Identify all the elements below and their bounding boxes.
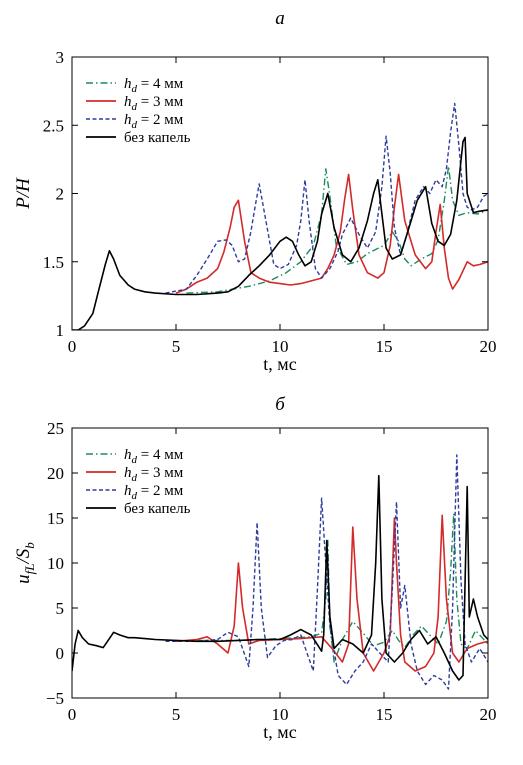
x-axis-label: t, мс xyxy=(263,722,296,742)
legend-rest: = 2 мм xyxy=(137,112,184,128)
y-label-sub: fL xyxy=(22,563,37,574)
y-tick-label: 15 xyxy=(47,509,64,528)
legend-main: h xyxy=(124,76,132,92)
legend-sub: d xyxy=(132,490,138,502)
x-tick-label: 20 xyxy=(480,337,497,356)
x-tick-label: 10 xyxy=(272,705,289,724)
panel-label: а xyxy=(275,8,285,29)
legend-sub: d xyxy=(132,83,138,95)
legend-sub: d xyxy=(132,101,138,113)
series-line-2 xyxy=(165,102,488,294)
legend-sub: d xyxy=(132,472,138,484)
x-tick-label: 10 xyxy=(272,337,289,356)
legend-entry-0: hd = 4 мм xyxy=(124,447,184,466)
legend-main: h xyxy=(124,112,132,128)
y-tick-label: 0 xyxy=(56,644,65,663)
y-label-main: u xyxy=(13,574,34,584)
x-tick-label: 0 xyxy=(68,337,77,356)
y-tick-label: 1 xyxy=(56,321,65,340)
x-tick-label: 20 xyxy=(480,705,497,724)
y-tick-label: 25 xyxy=(47,419,64,438)
y-axis-label: ufL/Sb xyxy=(13,542,37,584)
y-tick-label: 1.5 xyxy=(43,253,64,272)
legend-rest: = 3 мм xyxy=(137,94,184,110)
legend-entry-2: hd = 2 мм xyxy=(124,483,184,502)
legend-main: h xyxy=(124,94,132,110)
legend-entry-3: без капель xyxy=(124,501,191,517)
y-tick-label: 5 xyxy=(56,599,65,618)
y-axis-label: P/H xyxy=(13,177,34,210)
legend-rest: = 2 мм xyxy=(137,483,184,499)
legend-sub: d xyxy=(132,119,138,131)
legend-entry-1: hd = 3 мм xyxy=(124,94,184,113)
y-tick-label: 2 xyxy=(56,185,65,204)
series-group xyxy=(72,454,488,690)
legend-sub: d xyxy=(132,454,138,466)
x-tick-label: 5 xyxy=(172,705,181,724)
series-line-3 xyxy=(72,136,488,330)
series-line-3 xyxy=(72,474,488,681)
legend-rest: = 3 мм xyxy=(137,465,184,481)
series-line-1 xyxy=(175,173,488,294)
legend-entry-2: hd = 2 мм xyxy=(124,112,184,131)
plot-frame xyxy=(71,427,489,699)
x-tick-label: 0 xyxy=(68,705,77,724)
legend-rest: = 4 мм xyxy=(137,76,184,92)
y-tick-label: 2.5 xyxy=(43,116,64,135)
series-line-2 xyxy=(165,454,488,690)
x-tick-label: 5 xyxy=(172,337,181,356)
x-tick-label: 15 xyxy=(376,705,393,724)
y-tick-label: 10 xyxy=(47,554,64,573)
legend-entry-3: без капель xyxy=(124,130,191,146)
legend-entry-0: hd = 4 мм xyxy=(124,76,184,95)
legend-main: h xyxy=(124,483,132,499)
x-tick-label: 15 xyxy=(376,337,393,356)
panel-label: б xyxy=(275,394,286,415)
legend-entry-1: hd = 3 мм xyxy=(124,465,184,484)
y-tick-label: 20 xyxy=(47,464,64,483)
y-tick-label: −5 xyxy=(46,689,64,708)
legend-rest: = 4 мм xyxy=(137,447,184,463)
y-label-mid: /S xyxy=(13,548,34,564)
y-label-sub2: b xyxy=(22,542,37,549)
x-axis-label: t, мс xyxy=(263,354,296,374)
y-tick-label: 3 xyxy=(56,48,65,67)
legend-main: h xyxy=(124,465,132,481)
series-line-0 xyxy=(186,165,488,294)
legend-main: h xyxy=(124,447,132,463)
series-group xyxy=(72,102,488,330)
